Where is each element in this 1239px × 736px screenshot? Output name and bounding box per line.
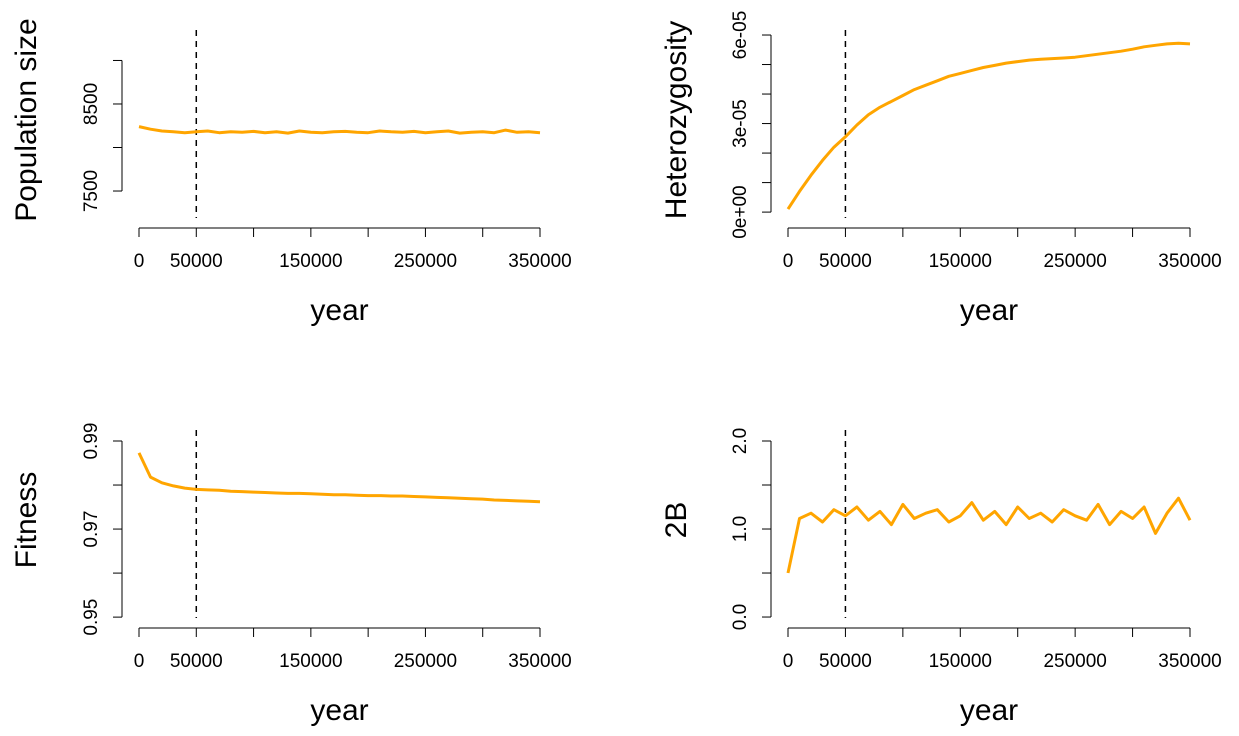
x-tick-label: 150000 [929,251,992,272]
x-axis-label: year [310,294,368,327]
x-tick-label: 350000 [1158,651,1221,672]
x-tick-label: 350000 [508,651,571,672]
y-tick-label: 1.0 [730,516,751,542]
x-axis-label: year [960,694,1018,727]
x-tick-label: 150000 [279,251,342,272]
x-tick-label: 50000 [819,651,872,672]
x-tick-label: 150000 [929,651,992,672]
x-tick-label: 0 [134,251,145,272]
y-tick-label: 0e+00 [730,185,751,238]
x-tick-label: 350000 [508,251,571,272]
x-tick-label: 50000 [170,651,223,672]
x-axis-label: year [310,694,368,727]
x-tick-label: 250000 [394,251,457,272]
y-tick-label: 0.99 [81,423,102,460]
data-line [786,496,1192,574]
y-axis-label: Fitness [10,472,43,569]
x-tick-label: 50000 [170,251,223,272]
y-axis-label: Heterozygosity [660,21,693,219]
y-axis-label: Population size [10,18,43,221]
y-tick-label: 3e-05 [730,99,751,148]
x-tick-label: 250000 [1043,251,1106,272]
x-tick-label: 250000 [1043,651,1106,672]
y-tick-label: 0.0 [730,604,751,630]
data-line [138,125,541,135]
x-tick-label: 350000 [1158,251,1221,272]
data-line [137,452,541,504]
x-tick-label: 150000 [279,651,342,672]
data-line [786,41,1191,210]
x-tick-label: 250000 [394,651,457,672]
y-tick-label: 0.97 [81,511,102,548]
y-tick-label: 6e-05 [730,11,751,60]
x-axis-label: year [960,294,1018,327]
x-tick-label: 0 [134,651,145,672]
x-tick-label: 50000 [819,251,872,272]
x-tick-label: 0 [783,251,794,272]
y-tick-label: 8500 [81,83,102,125]
y-axis-label: 2B [660,502,693,539]
y-tick-label: 0.95 [81,599,102,636]
y-tick-label: 2.0 [730,428,751,454]
y-tick-label: 7500 [81,170,102,212]
x-tick-label: 0 [783,651,794,672]
